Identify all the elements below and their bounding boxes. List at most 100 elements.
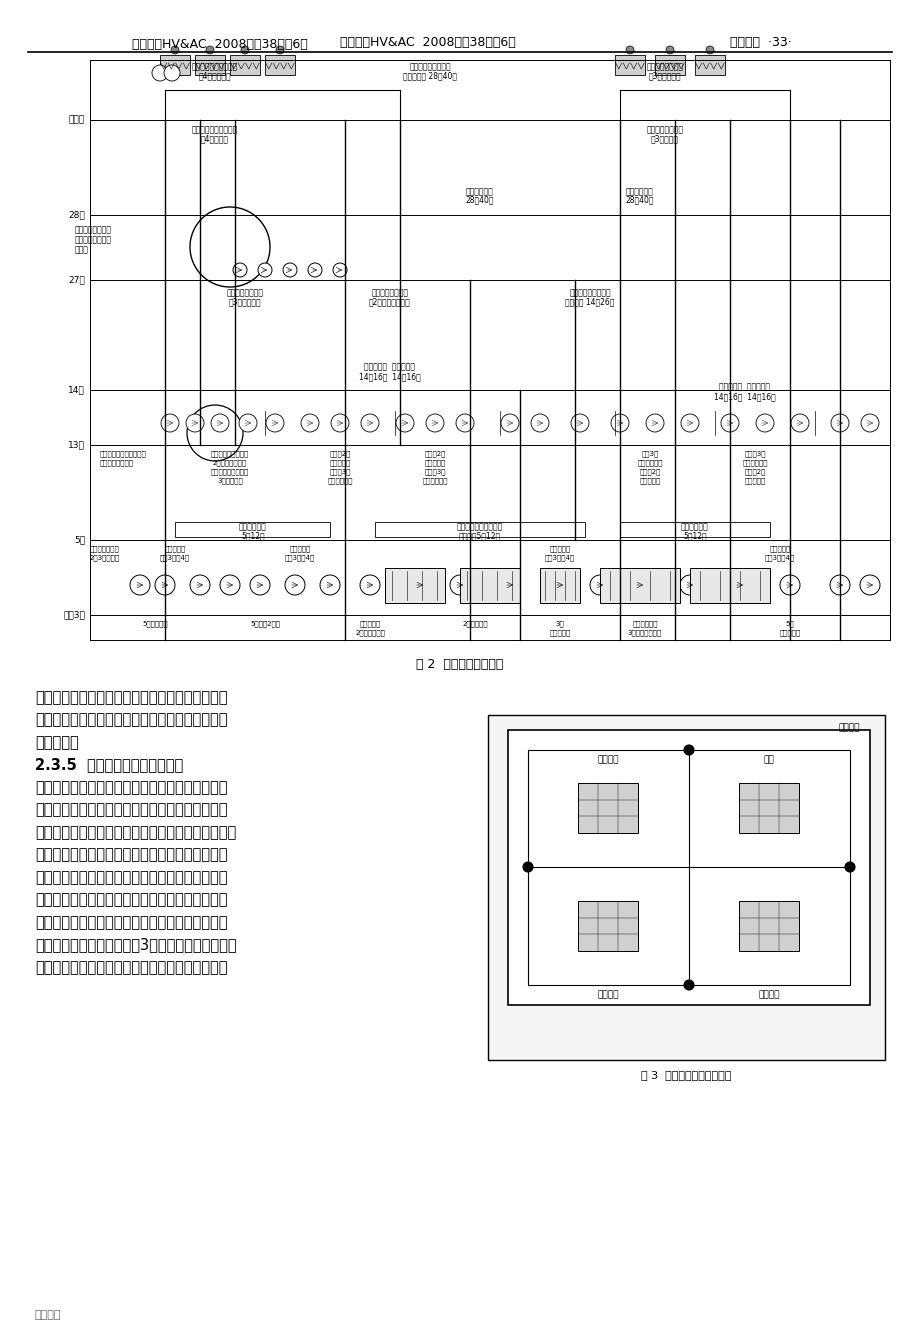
- Bar: [689, 567, 769, 602]
- Circle shape: [301, 414, 319, 431]
- Circle shape: [360, 414, 379, 431]
- Circle shape: [571, 414, 588, 431]
- Circle shape: [645, 414, 664, 431]
- Text: 14～16层  14～16层: 14～16层 14～16层: [713, 392, 775, 401]
- Circle shape: [720, 414, 738, 431]
- Circle shape: [210, 414, 229, 431]
- Bar: [577, 900, 637, 952]
- Circle shape: [625, 46, 633, 54]
- Text: 冷热水三次泵: 冷热水三次泵: [637, 460, 662, 465]
- Text: 2.3.5  关于水系统的分析和探讨: 2.3.5 关于水系统的分析和探讨: [35, 758, 183, 773]
- Circle shape: [501, 414, 518, 431]
- Circle shape: [220, 575, 240, 595]
- Text: 14层: 14层: [68, 386, 85, 395]
- Text: 裕热水量。: 裕热水量。: [35, 735, 79, 750]
- Bar: [738, 900, 798, 952]
- Text: 用冷水泵和换热器: 用冷水泵和换热器: [100, 460, 134, 465]
- Text: 中区用2台: 中区用2台: [743, 468, 765, 474]
- Bar: [539, 567, 579, 602]
- Text: 专用空调设备用冷却: 专用空调设备用冷却: [409, 62, 450, 71]
- Text: 13层: 13层: [68, 441, 85, 449]
- Circle shape: [779, 575, 800, 595]
- Circle shape: [320, 575, 340, 595]
- Text: 高区用2台: 高区用2台: [639, 468, 660, 474]
- Circle shape: [679, 575, 699, 595]
- Bar: [160, 55, 190, 75]
- Circle shape: [830, 414, 848, 431]
- Text: 低、中区专用空调设备: 低、中区专用空调设备: [192, 62, 238, 71]
- Circle shape: [130, 575, 150, 595]
- Bar: [230, 55, 260, 75]
- Text: 低区专用空调设备冷却水: 低区专用空调设备冷却水: [100, 450, 147, 457]
- Circle shape: [844, 862, 854, 872]
- Text: 2台冷水一次泵: 2台冷水一次泵: [355, 629, 384, 636]
- Bar: [654, 55, 685, 75]
- Circle shape: [425, 414, 444, 431]
- Text: 用4台冷却水泵: 用4台冷却水泵: [199, 71, 231, 81]
- Circle shape: [499, 575, 519, 595]
- Circle shape: [152, 65, 168, 81]
- Circle shape: [665, 46, 674, 54]
- Text: 中区专用空调设备: 中区专用空调设备: [75, 224, 112, 234]
- Text: 低区专用空调设备用: 低区专用空调设备用: [210, 450, 249, 457]
- Text: 3台冷热水一次泵: 3台冷热水一次泵: [627, 629, 662, 636]
- Circle shape: [550, 575, 570, 595]
- Text: 离心机组用: 离心机组用: [359, 620, 380, 626]
- Circle shape: [610, 414, 629, 431]
- Text: 用2台冷却水换热器: 用2台冷却水换热器: [369, 297, 411, 306]
- Circle shape: [161, 414, 179, 431]
- Text: 溴化锂机组: 溴化锂机组: [549, 629, 570, 636]
- Circle shape: [530, 414, 549, 431]
- Circle shape: [729, 575, 749, 595]
- Text: 冷水回水自: 冷水回水自: [289, 546, 311, 551]
- Bar: [528, 750, 849, 985]
- Text: 5～12层: 5～12层: [241, 531, 265, 540]
- Text: 暖通空调HV&AC  2008年第38卷第6期: 暖通空调HV&AC 2008年第38卷第6期: [132, 38, 308, 51]
- Bar: [738, 784, 798, 833]
- Circle shape: [206, 46, 214, 54]
- Bar: [599, 567, 679, 602]
- Text: 低、中区专用空调设备: 低、中区专用空调设备: [192, 125, 238, 134]
- Text: 水供回水接 28～40层: 水供回水接 28～40层: [403, 71, 457, 81]
- Circle shape: [283, 263, 297, 277]
- Text: 3台: 3台: [555, 620, 563, 626]
- Text: 28～40层: 28～40层: [465, 195, 494, 204]
- Text: 用3台冷却塔: 用3台冷却塔: [651, 134, 678, 142]
- Text: 高区用2台: 高区用2台: [424, 450, 445, 457]
- Text: 2台离心机组: 2台离心机组: [461, 620, 487, 626]
- Circle shape: [683, 980, 693, 991]
- Circle shape: [250, 575, 269, 595]
- Text: 办公: 办公: [763, 755, 774, 763]
- Text: 地下3层～4层: 地下3层～4层: [764, 554, 794, 560]
- Text: 2、3层冷却塔: 2、3层冷却塔: [90, 554, 120, 560]
- Text: 热水供回水接: 热水供回水接: [626, 187, 653, 196]
- Text: 低区专用空调设备用: 低区专用空调设备用: [210, 468, 249, 474]
- Text: 冷热水三次泵: 冷热水三次泵: [422, 477, 448, 484]
- Text: 地下3层: 地下3层: [63, 610, 85, 620]
- Circle shape: [456, 414, 473, 431]
- Bar: [507, 730, 869, 1005]
- Bar: [577, 784, 637, 833]
- Text: 热水换热器: 热水换热器: [743, 477, 765, 484]
- Circle shape: [233, 263, 246, 277]
- Text: 立管和两路回水立管向各层外区供、回水，每层的: 立管和两路回水立管向各层外区供、回水，每层的: [35, 689, 227, 706]
- Text: 5台: 5台: [785, 620, 793, 626]
- Bar: [487, 715, 884, 1060]
- Text: 热负荷不平衡，极有可能出现北侧需要供暖、南侧: 热负荷不平衡，极有可能出现北侧需要供暖、南侧: [35, 848, 227, 863]
- Text: 空调机组: 空调机组: [757, 991, 779, 999]
- Circle shape: [859, 575, 879, 595]
- Circle shape: [589, 575, 609, 595]
- Text: 设计参考  ·33·: 设计参考 ·33·: [729, 36, 791, 50]
- Text: 地下3层～4层: 地下3层～4层: [544, 554, 574, 560]
- Circle shape: [190, 575, 210, 595]
- Text: 高区用3台: 高区用3台: [424, 468, 446, 474]
- Text: 高区3台: 高区3台: [641, 450, 658, 457]
- Circle shape: [266, 414, 284, 431]
- Text: 专用空调设备用冷却: 专用空调设备用冷却: [569, 288, 610, 297]
- Bar: [694, 55, 724, 75]
- Circle shape: [359, 575, 380, 595]
- Bar: [195, 55, 225, 75]
- Circle shape: [257, 263, 272, 277]
- Text: 热水立管: 热水立管: [596, 991, 618, 999]
- Text: 冷热水二次泵: 冷热水二次泵: [742, 460, 767, 465]
